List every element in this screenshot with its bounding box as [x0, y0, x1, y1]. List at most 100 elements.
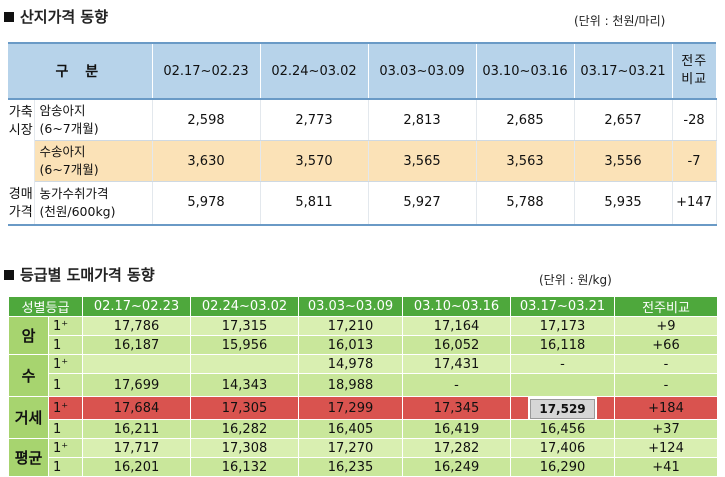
section2-heading: 등급별 도매가격 동향 [4, 264, 155, 285]
cell-value: 16,405 [298, 419, 403, 439]
col-header-category: 구 분 [8, 42, 153, 100]
row-item: 암송아지 (6~7개월) [34, 99, 153, 141]
col-header-week: 03.17~03.21 [574, 42, 673, 100]
grade-label: 1⁺ [48, 438, 83, 458]
cell-value: 2,598 [152, 99, 261, 141]
cell-value: 5,927 [368, 181, 477, 226]
table-row: 1 16,201 16,132 16,235 16,249 16,290 +41 [9, 457, 718, 477]
cell-value: 16,201 [82, 457, 191, 477]
col-header-compare: 전주 비교 [672, 42, 717, 100]
cell-value: 17,699 [82, 373, 191, 397]
cell-value: 2,685 [476, 99, 575, 141]
cell-compare: +184 [614, 396, 718, 420]
cell-value: 3,565 [368, 140, 477, 182]
cell-value: - [510, 354, 615, 374]
group-label: 가축 시장 [8, 99, 35, 182]
cell-value: 16,118 [510, 335, 615, 355]
grade-label: 1 [48, 373, 83, 397]
cell-value: 17,786 [82, 316, 191, 336]
origin-price-table: 구 분 02.17~02.23 02.24~03.02 03.03~03.09 … [8, 42, 717, 226]
cell-value: 17,308 [190, 438, 299, 458]
cell-compare: -7 [672, 140, 717, 182]
cell-value [510, 373, 615, 397]
col-header-week: 03.17~03.21 [510, 296, 615, 317]
table-header-row: 구 분 02.17~02.23 02.24~03.02 03.03~03.09 … [8, 42, 717, 100]
cell-value: 17,717 [82, 438, 191, 458]
sex-group-label: 거세 [8, 396, 49, 439]
cell-compare: - [614, 373, 718, 397]
table-row: 수 1⁺ 14,978 17,431 - - [8, 354, 718, 397]
cell-value: 17,299 [298, 396, 403, 420]
row-item-text: 암송아지 (6~7개월) [39, 103, 99, 136]
group-label-text: 경매 가격 [8, 186, 33, 220]
cell-value-highlighted: 17,529 [510, 396, 615, 420]
cell-value: - [402, 373, 511, 397]
cell-value: 2,813 [368, 99, 477, 141]
col-header-week: 02.17~02.23 [82, 296, 191, 317]
sex-group-label: 평균 [8, 438, 49, 477]
cell-value: 17,684 [82, 396, 191, 420]
wholesale-price-table: 성별등급 02.17~02.23 02.24~03.02 03.03~03.09… [8, 296, 718, 477]
grade-label: 1 [48, 419, 83, 439]
grade-label: 1 [48, 457, 83, 477]
square-bullet-icon [4, 11, 14, 22]
cell-value: 5,811 [260, 181, 369, 226]
cell-value [82, 354, 191, 374]
col-header-week: 02.17~02.23 [152, 42, 261, 100]
col-header-week: 03.03~03.09 [368, 42, 477, 100]
cell-value: 3,563 [476, 140, 575, 182]
cell-value: 3,556 [574, 140, 673, 182]
cell-value: 17,315 [190, 316, 299, 336]
table-row: 1 16,187 15,956 16,013 16,052 16,118 +66 [9, 335, 718, 355]
cell-value: 17,345 [402, 396, 511, 420]
col-header-week: 02.24~03.02 [260, 42, 369, 100]
cell-compare: +37 [614, 419, 718, 439]
cell-value [190, 354, 299, 374]
row-item-text: 수송아지 (6~7개월) [39, 144, 99, 177]
cell-compare: -28 [672, 99, 717, 141]
table-row: 수송아지 (6~7개월) 3,630 3,570 3,565 3,563 3,5… [8, 140, 717, 182]
cell-value: 17,210 [298, 316, 403, 336]
row-item-text: 농가수취가격 (천원/600kg) [39, 185, 116, 219]
col-header-week: 03.03~03.09 [298, 296, 403, 317]
cell-value: 17,173 [510, 316, 615, 336]
table-row: 가축 시장 암송아지 (6~7개월) 2,598 2,773 2,813 2,6… [8, 99, 717, 182]
table-header-row: 성별등급 02.17~02.23 02.24~03.02 03.03~03.09… [8, 296, 718, 317]
cell-value: 17,431 [402, 354, 511, 374]
cell-value: 16,290 [510, 457, 615, 477]
table-row: 거세 1⁺ 17,684 17,305 17,299 17,345 17,529… [8, 396, 718, 439]
cell-value: 17,406 [510, 438, 615, 458]
table-row: 평균 1⁺ 17,717 17,308 17,270 17,282 17,406… [8, 438, 718, 477]
cell-value: 2,657 [574, 99, 673, 141]
table-row: 경매 가격 농가수취가격 (천원/600kg) 5,978 5,811 5,92… [8, 181, 717, 226]
cell-value: 18,988 [298, 373, 403, 397]
cell-value: 5,935 [574, 181, 673, 226]
section1-unit: (단위 : 천원/마리) [574, 14, 666, 28]
cell-value: 17,164 [402, 316, 511, 336]
cell-compare: +147 [672, 181, 717, 226]
cell-value: 16,187 [82, 335, 191, 355]
cell-compare: +41 [614, 457, 718, 477]
row-item: 수송아지 (6~7개월) [34, 140, 153, 182]
cell-compare: +124 [614, 438, 718, 458]
table-row: 1 16,211 16,282 16,405 16,419 16,456 +37 [9, 419, 718, 439]
grade-label: 1⁺ [48, 396, 83, 420]
cell-value: 15,956 [190, 335, 299, 355]
grade-label: 1 [48, 335, 83, 355]
cell-value: 5,788 [476, 181, 575, 226]
highlight-box: 17,529 [530, 399, 595, 419]
table-row: 암 1⁺ 17,786 17,315 17,210 17,164 17,173 … [8, 316, 718, 355]
square-bullet-icon [4, 269, 14, 280]
col-header-compare: 전주비교 [614, 296, 718, 317]
cell-value: 16,052 [402, 335, 511, 355]
cell-compare: +9 [614, 316, 718, 336]
sex-group-label: 수 [8, 354, 49, 397]
cell-value: 16,456 [510, 419, 615, 439]
sex-group-label: 암 [8, 316, 49, 355]
cell-value: 16,013 [298, 335, 403, 355]
row-item: 농가수취가격 (천원/600kg) [34, 181, 153, 226]
table-row: 1 17,699 14,343 18,988 - - [9, 373, 718, 397]
cell-value: 16,282 [190, 419, 299, 439]
cell-value: 16,419 [402, 419, 511, 439]
cell-value: 17,305 [190, 396, 299, 420]
